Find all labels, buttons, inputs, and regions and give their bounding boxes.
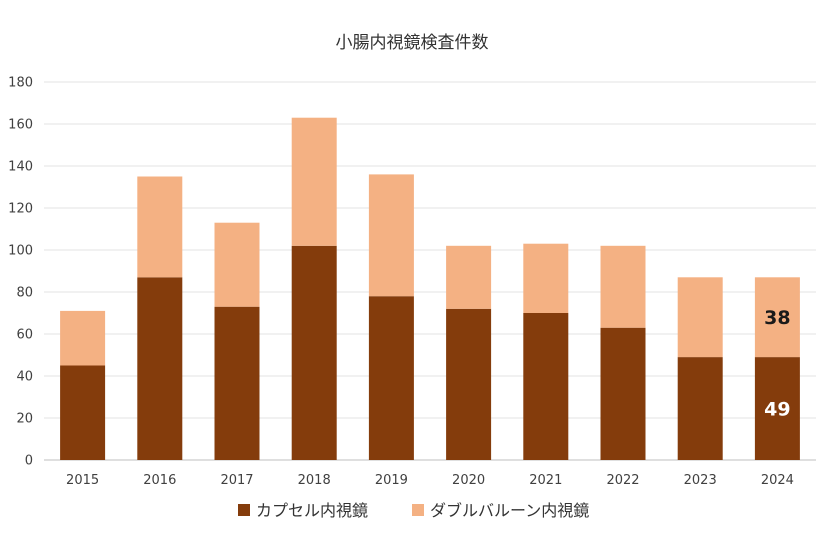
x-axis: 2015 2016 2017 2018 2019 2020 2021 2022 2023 2024 [66,473,794,488]
y-tick-label: 180 [8,76,33,91]
legend-swatch [412,504,424,516]
bar-segment [291,245,337,460]
bar-segment [137,277,183,460]
y-axis: 0 20 40 60 80 100 120 140 160 180 [8,76,33,469]
x-tick-label: 2024 [761,473,794,488]
data-label: 49 [764,399,790,421]
y-tick-label: 120 [8,202,33,217]
x-tick-label: 2015 [66,473,99,488]
y-tick-label: 100 [8,244,33,259]
x-tick-label: 2017 [220,473,253,488]
bar-segment [291,117,337,246]
bar-segment [523,243,569,313]
legend: カプセル内視鏡 ダブルバルーン内視鏡 [238,501,589,520]
bar-segment [214,222,260,307]
bar-segment [523,313,569,460]
bar-segment [60,365,106,460]
data-label: 38 [764,307,790,329]
bar-segment [754,277,800,358]
bar-segment [677,357,723,460]
y-tick-label: 140 [8,160,33,175]
legend-label: ダブルバルーン内視鏡 [430,501,589,520]
x-tick-label: 2022 [606,473,639,488]
x-tick-label: 2018 [298,473,331,488]
x-tick-label: 2023 [684,473,717,488]
chart-title: 小腸内視鏡検査件数 [336,33,489,53]
bar-segment [60,310,106,366]
x-tick-label: 2019 [375,473,408,488]
data-labels: 49 38 [764,307,790,420]
bar-segment [600,327,646,460]
bar-segment [446,308,492,460]
bars [60,117,800,460]
bar-segment [677,277,723,358]
legend-swatch [238,504,250,516]
x-tick-label: 2016 [143,473,176,488]
bar-segment [214,306,260,460]
bar-segment [754,357,800,460]
y-tick-label: 160 [8,118,33,133]
bar-segment [368,174,414,297]
y-tick-label: 20 [16,412,33,427]
y-tick-label: 60 [16,328,33,343]
x-tick-label: 2020 [452,473,485,488]
y-tick-label: 80 [16,286,33,301]
bar-segment [600,245,646,328]
x-tick-label: 2021 [529,473,562,488]
bar-segment [446,245,492,309]
y-tick-label: 0 [25,454,33,469]
bar-segment [137,176,183,278]
bar-segment [368,296,414,460]
legend-label: カプセル内視鏡 [256,501,368,520]
y-tick-label: 40 [16,370,33,385]
